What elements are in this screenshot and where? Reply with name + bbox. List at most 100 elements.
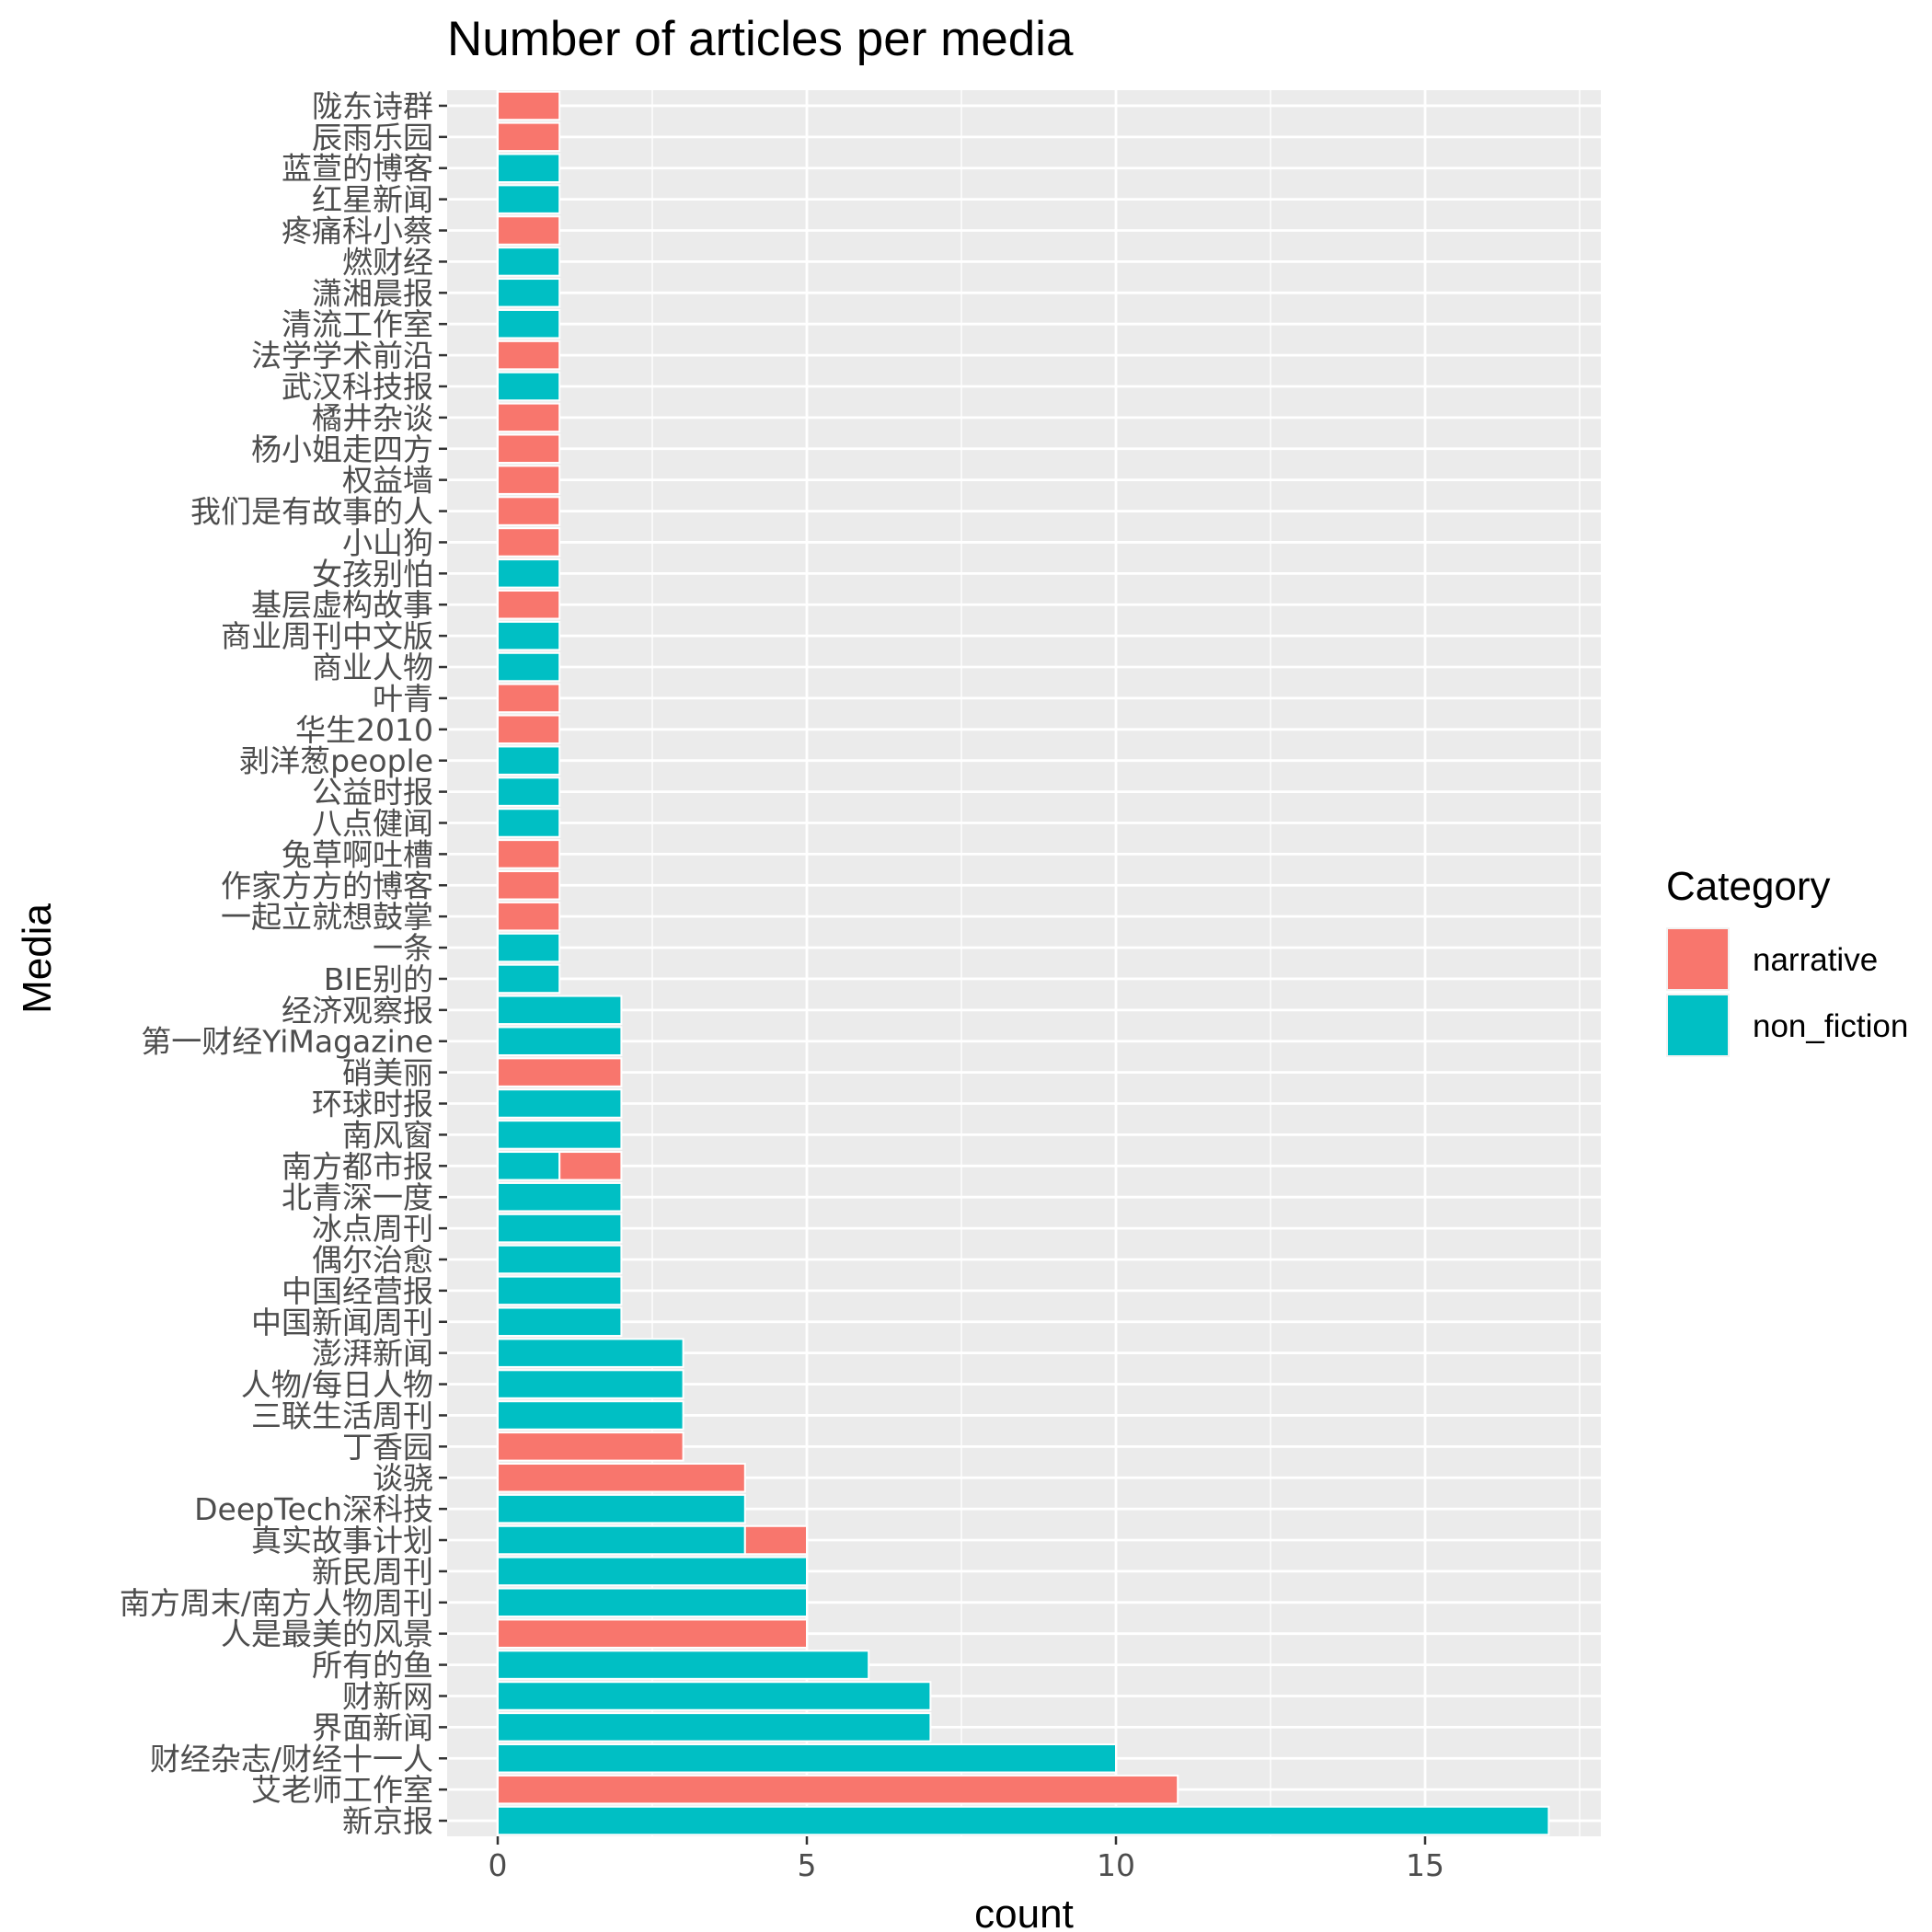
bar-non_fiction	[497, 153, 561, 183]
y-axis-title: Media	[15, 903, 60, 1014]
bar-narrative	[497, 215, 561, 246]
bar-non_fiction	[497, 1338, 684, 1368]
bar-narrative	[497, 1057, 623, 1087]
bar-non_fiction	[497, 184, 561, 214]
bar-non_fiction	[497, 1400, 684, 1431]
bar-non_fiction	[497, 1213, 623, 1244]
y-tick-label: 商业人物	[312, 650, 433, 685]
legend-swatch-non_fiction	[1668, 995, 1728, 1055]
bar-narrative	[497, 527, 561, 558]
y-tick-label: 叶青	[373, 681, 433, 717]
y-tick-label: 第一财经YiMagazine	[141, 1024, 433, 1060]
y-tick-label: 基层虚构故事	[251, 587, 433, 623]
y-tick-label: 北青深一度	[282, 1179, 433, 1215]
bar-non_fiction	[497, 808, 561, 838]
bar-non_fiction	[497, 1026, 623, 1056]
legend-label: non_fiction	[1753, 1008, 1908, 1044]
y-tick-label: 经济观察报	[282, 993, 433, 1029]
y-tick-label: 杨小姐走四方	[251, 431, 433, 467]
bars	[497, 90, 1550, 1836]
bar-non_fiction	[497, 745, 561, 776]
y-tick-label: 我们是有故事的人	[190, 494, 433, 530]
y-tick-label: 财经杂志/财经十一人	[150, 1741, 433, 1777]
y-tick-label: 辰雨乐园	[312, 120, 433, 155]
bar-narrative	[497, 683, 561, 714]
bar-non_fiction	[497, 308, 561, 339]
y-tick-label: 华生2010	[295, 712, 433, 748]
bar-non_fiction	[497, 1493, 746, 1524]
legend-title: Category	[1666, 864, 1831, 909]
y-tick-label: 八点健闻	[312, 805, 433, 841]
y-tick-label: 陇东诗群	[312, 88, 433, 124]
legend-label: narrative	[1753, 942, 1878, 978]
y-tick-label: 所有的鱼	[312, 1648, 433, 1684]
y-tick-label: 红星新闻	[312, 182, 433, 218]
y-tick-label: 财新网	[342, 1678, 433, 1714]
bar-non_fiction	[497, 1556, 808, 1587]
y-tick-label: 偶尔治愈	[312, 1242, 433, 1278]
bar-non_fiction	[497, 1524, 746, 1556]
y-tick-label: 艾老师工作室	[251, 1772, 433, 1808]
bar-narrative	[497, 121, 561, 153]
bar-non_fiction	[497, 247, 561, 277]
bar-narrative	[497, 839, 561, 869]
bar-non_fiction	[497, 1120, 623, 1150]
bar-non_fiction	[497, 1151, 561, 1181]
bar-narrative	[497, 496, 561, 526]
y-tick-label: 新京报	[342, 1803, 433, 1839]
y-tick-label: 新民周刊	[312, 1554, 433, 1590]
x-axis-title: count	[974, 1892, 1074, 1932]
bar-non_fiction	[497, 620, 561, 651]
y-tick-label: 权益墙	[342, 463, 433, 499]
x-tick-label: 10	[1097, 1847, 1135, 1883]
bar-narrative	[497, 901, 561, 932]
bar-non_fiction	[497, 1805, 1550, 1836]
x-tick-label: 0	[489, 1847, 508, 1883]
bar-narrative	[497, 870, 561, 901]
y-tick-label: 剥洋葱people	[239, 743, 433, 779]
y-tick-label: 作家方方的博客	[221, 868, 433, 903]
legend-swatch-narrative	[1668, 929, 1728, 989]
bar-narrative	[497, 465, 561, 495]
bar-narrative	[497, 1618, 808, 1649]
y-tick-label: 环球时报	[312, 1087, 433, 1122]
y-tick-label: 丁香园	[342, 1429, 433, 1465]
bar-narrative	[497, 1462, 746, 1493]
y-tick-label: 一条	[373, 930, 433, 966]
y-tick-label: 一起立就想鼓掌	[221, 899, 433, 935]
bar-narrative	[497, 402, 561, 433]
y-tick-label: 界面新闻	[312, 1709, 433, 1745]
bar-narrative	[497, 339, 561, 371]
bar-non_fiction	[497, 1650, 870, 1680]
bar-non_fiction	[497, 1088, 623, 1119]
y-tick-label: 人物/每日人物	[241, 1367, 433, 1403]
y-tick-label: 小山狗	[342, 524, 433, 560]
x-axis: 0 5 10 15	[489, 1836, 1444, 1883]
chart-title: Number of articles per media	[447, 12, 1074, 66]
bar-narrative	[558, 1151, 623, 1181]
y-tick-label: 南风窗	[342, 1117, 433, 1153]
y-tick-label: 中国经营报	[282, 1273, 433, 1309]
y-tick-label: 法学学术前沿	[251, 338, 433, 374]
y-tick-label: 冰点周刊	[312, 1211, 433, 1247]
y-tick-label: 真实故事计划	[251, 1523, 433, 1558]
y-tick-label: 澎湃新闻	[312, 1336, 433, 1372]
y-tick-label: 潇湘晨报	[312, 275, 433, 311]
bar-non_fiction	[497, 1369, 684, 1399]
bar-non_fiction	[497, 963, 561, 995]
y-tick-label: 兔草啊吐槽	[282, 836, 433, 872]
y-tick-label: 谈骁	[373, 1460, 433, 1496]
y-tick-label: BIE别的	[324, 961, 433, 997]
bar-non_fiction	[497, 1306, 623, 1338]
y-tick-label: 南方周末/南方人物周刊	[120, 1585, 433, 1621]
bar-non_fiction	[497, 1587, 808, 1618]
bar-non_fiction	[497, 995, 623, 1026]
y-tick-label: 武汉科技报	[282, 369, 433, 405]
bar-narrative	[497, 433, 561, 465]
bar-narrative	[497, 589, 561, 620]
y-tick-label: 蓝萱的博客	[282, 151, 433, 187]
y-tick-label: 中国新闻周刊	[251, 1305, 433, 1340]
bar-non_fiction	[497, 1181, 623, 1213]
bar-non_fiction	[497, 1275, 623, 1306]
